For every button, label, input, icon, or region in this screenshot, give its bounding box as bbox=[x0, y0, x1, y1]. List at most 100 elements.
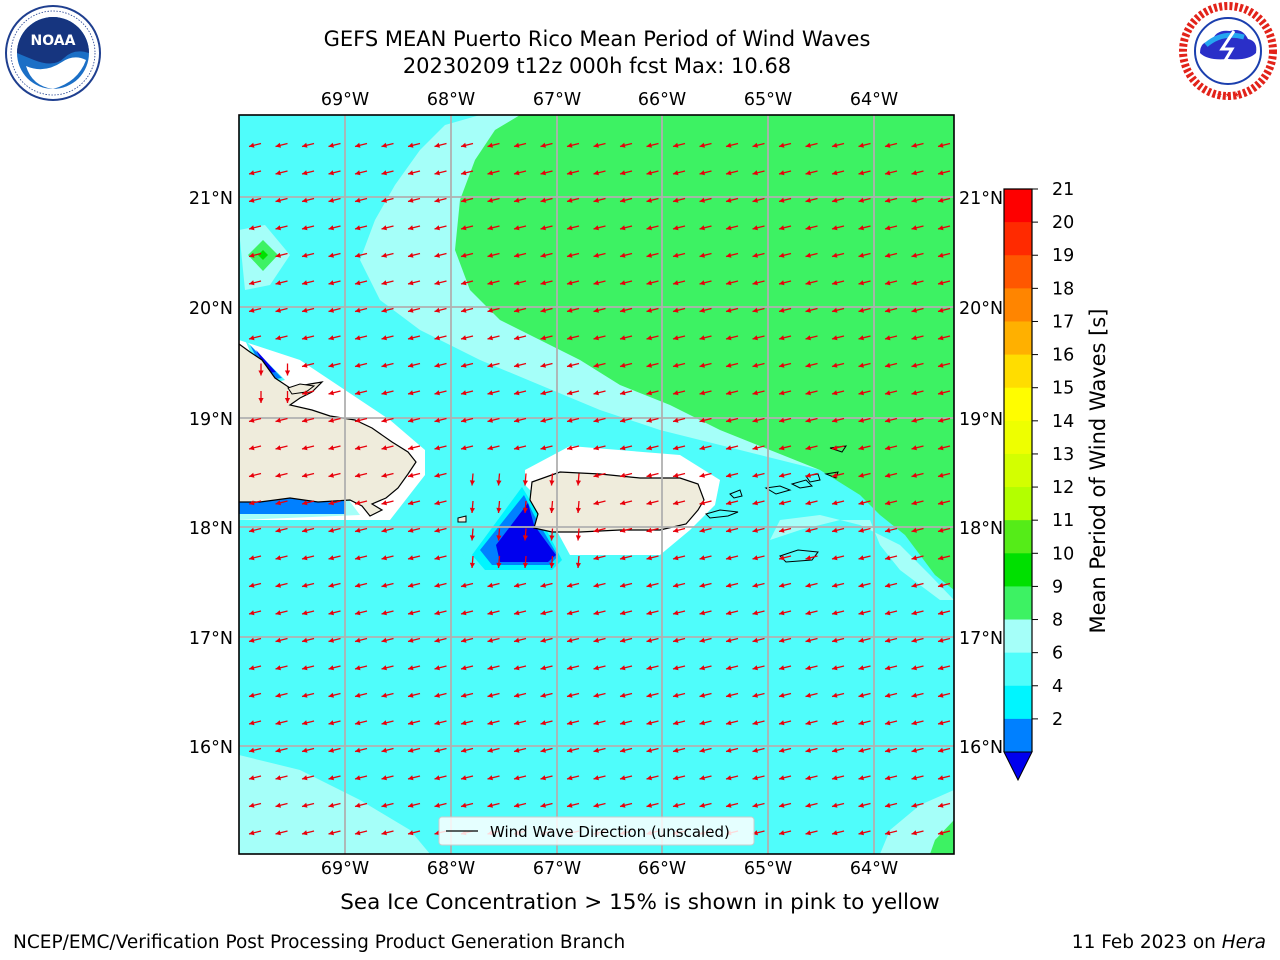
wind-wave-arrowhead bbox=[408, 472, 414, 478]
wind-wave-arrowhead bbox=[434, 775, 440, 781]
wind-wave-arrowhead bbox=[938, 747, 944, 753]
colorbar-tick-label: 18 bbox=[1052, 279, 1074, 299]
wind-wave-arrowhead bbox=[779, 142, 785, 148]
wind-wave-arrowhead bbox=[673, 335, 679, 341]
wind-wave-arrowhead bbox=[540, 417, 546, 423]
wind-wave-arrowhead bbox=[328, 637, 334, 643]
wind-wave-arrowhead bbox=[699, 417, 705, 423]
wind-wave-arrowhead bbox=[832, 417, 838, 423]
wind-wave-arrowhead bbox=[302, 417, 308, 423]
wind-wave-arrowhead bbox=[858, 555, 864, 561]
wind-wave-arrowhead bbox=[381, 610, 387, 616]
wind-wave-arrowhead bbox=[567, 692, 573, 698]
wind-wave-arrowhead bbox=[302, 362, 308, 368]
wind-wave-arrowhead bbox=[885, 307, 891, 313]
wind-wave-arrowhead bbox=[514, 197, 520, 203]
wind-wave-arrowhead bbox=[646, 362, 652, 368]
wind-wave-arrowhead bbox=[381, 802, 387, 808]
wind-wave-arrowhead bbox=[408, 637, 414, 643]
wind-wave-arrowhead bbox=[514, 665, 520, 671]
wind-wave-arrowhead bbox=[514, 720, 520, 726]
wind-wave-arrowhead bbox=[408, 417, 414, 423]
wind-wave-arrowhead bbox=[885, 802, 891, 808]
wind-wave-arrowhead bbox=[487, 307, 493, 313]
wind-wave-arrowhead bbox=[487, 747, 493, 753]
wind-wave-arrowhead bbox=[858, 692, 864, 698]
wind-wave-arrowhead bbox=[249, 500, 255, 506]
wind-wave-arrowhead bbox=[514, 582, 520, 588]
wind-wave-arrowhead bbox=[567, 197, 573, 203]
wind-wave-arrowhead bbox=[646, 747, 652, 753]
wind-wave-arrowhead bbox=[408, 225, 414, 231]
wind-wave-arrowhead bbox=[805, 555, 811, 561]
wind-wave-arrowhead bbox=[461, 665, 467, 671]
wind-wave-arrowhead bbox=[275, 582, 281, 588]
wind-wave-arrowhead bbox=[805, 417, 811, 423]
wind-wave-arrowhead bbox=[858, 307, 864, 313]
wind-wave-arrowhead bbox=[549, 507, 555, 513]
wind-wave-arrowhead bbox=[620, 610, 626, 616]
wind-wave-arrowhead bbox=[620, 472, 626, 478]
wind-wave-arrowhead bbox=[911, 445, 917, 451]
wind-wave-arrowhead bbox=[673, 142, 679, 148]
wind-wave-arrowhead bbox=[858, 527, 864, 533]
wind-wave-arrowhead bbox=[249, 692, 255, 698]
wind-wave-arrowhead bbox=[381, 445, 387, 451]
colorbar-tick-label: 11 bbox=[1052, 511, 1074, 531]
wind-wave-arrowhead bbox=[911, 307, 917, 313]
wind-wave-arrowhead bbox=[461, 610, 467, 616]
wind-wave-arrowhead bbox=[779, 170, 785, 176]
wind-wave-arrowhead bbox=[858, 390, 864, 396]
wind-wave-arrowhead bbox=[249, 830, 255, 836]
wind-wave-arrowhead bbox=[858, 610, 864, 616]
wind-wave-arrowhead bbox=[381, 280, 387, 286]
wind-wave-arrowhead bbox=[726, 802, 732, 808]
wind-wave-arrowhead bbox=[779, 610, 785, 616]
wind-wave-arrowhead bbox=[752, 472, 758, 478]
wind-wave-arrowhead bbox=[381, 252, 387, 258]
wind-wave-arrowhead bbox=[328, 335, 334, 341]
wind-wave-arrowhead bbox=[779, 307, 785, 313]
wind-wave-arrowhead bbox=[302, 830, 308, 836]
wind-wave-arrowhead bbox=[355, 252, 361, 258]
wind-wave-arrowhead bbox=[522, 480, 529, 486]
wind-wave-arrowhead bbox=[938, 582, 944, 588]
colorbar-segment bbox=[1004, 619, 1032, 654]
wind-wave-arrowhead bbox=[699, 252, 705, 258]
map-legend: Wind Wave Direction (unscaled) bbox=[438, 816, 755, 846]
wind-wave-arrowhead bbox=[434, 692, 440, 698]
wind-wave-arrowhead bbox=[461, 775, 467, 781]
wind-wave-arrowhead bbox=[434, 362, 440, 368]
wind-wave-arrowhead bbox=[249, 197, 255, 203]
wind-wave-arrowhead bbox=[284, 370, 291, 376]
colorbar-tick-label: 16 bbox=[1052, 346, 1074, 366]
wind-wave-arrowhead bbox=[540, 720, 546, 726]
wind-wave-arrowhead bbox=[593, 362, 599, 368]
date-text: 11 Feb 2023 on bbox=[1071, 932, 1222, 953]
wind-wave-arrowhead bbox=[938, 610, 944, 616]
wind-wave-arrowhead bbox=[496, 480, 502, 486]
wind-wave-arrowhead bbox=[726, 692, 732, 698]
wind-wave-arrowhead bbox=[646, 225, 652, 231]
wind-wave-arrowhead bbox=[911, 170, 917, 176]
credit-line: NCEP/EMC/Verification Post Processing Pr… bbox=[13, 932, 626, 953]
wind-wave-arrowhead bbox=[593, 692, 599, 698]
colorbar-tick-label: 20 bbox=[1052, 213, 1074, 233]
wind-wave-arrowhead bbox=[911, 280, 917, 286]
wind-wave-arrowhead bbox=[328, 170, 334, 176]
wind-wave-arrowhead bbox=[593, 390, 599, 396]
wind-wave-arrowhead bbox=[302, 142, 308, 148]
wind-wave-arrowhead bbox=[726, 747, 732, 753]
wind-wave-arrowhead bbox=[938, 335, 944, 341]
wind-wave-arrowhead bbox=[858, 472, 864, 478]
wind-wave-arrowhead bbox=[938, 390, 944, 396]
wind-wave-arrowhead bbox=[832, 445, 838, 451]
wind-wave-arrowhead bbox=[381, 225, 387, 231]
lon-tick-top: 64°W bbox=[850, 90, 898, 110]
wind-wave-arrowhead bbox=[726, 637, 732, 643]
wind-wave-arrowhead bbox=[805, 142, 811, 148]
wind-wave-arrowhead bbox=[752, 335, 758, 341]
lon-tick-bottom: 64°W bbox=[850, 859, 898, 879]
wind-wave-arrowhead bbox=[673, 170, 679, 176]
wind-wave-arrowhead bbox=[487, 802, 493, 808]
